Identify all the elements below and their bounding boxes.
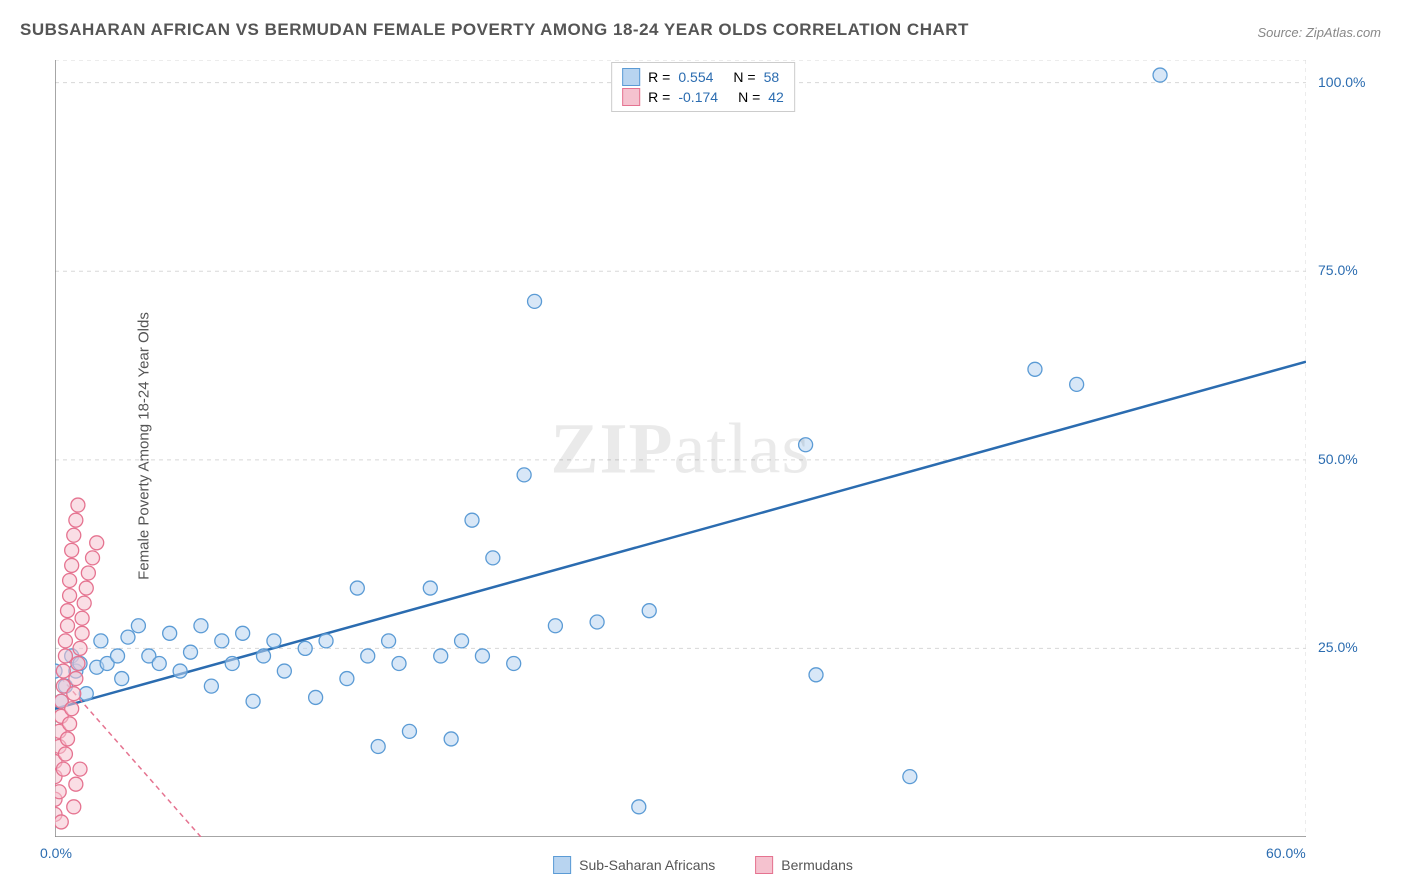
r-value-2: -0.174 [678, 89, 718, 105]
stats-row-series2: R = -0.174 N = 42 [622, 87, 784, 107]
legend-label-1: Sub-Saharan Africans [579, 857, 715, 873]
y-tick-25: 25.0% [1318, 639, 1358, 655]
legend-item-series2: Bermudans [755, 856, 853, 874]
stats-legend: R = 0.554 N = 58 R = -0.174 N = 42 [611, 62, 795, 112]
swatch-series2 [622, 88, 640, 106]
r-label-1: R = [648, 69, 670, 85]
chart-area: ZIPatlas [55, 60, 1306, 837]
legend-item-series1: Sub-Saharan Africans [553, 856, 715, 874]
n-label-1: N = [733, 69, 755, 85]
y-tick-75: 75.0% [1318, 262, 1358, 278]
y-tick-100: 100.0% [1318, 74, 1365, 90]
chart-title: SUBSAHARAN AFRICAN VS BERMUDAN FEMALE PO… [20, 20, 969, 40]
series-legend: Sub-Saharan Africans Bermudans [553, 856, 853, 874]
n-label-2: N = [738, 89, 760, 105]
stats-row-series1: R = 0.554 N = 58 [622, 67, 784, 87]
n-value-2: 42 [768, 89, 784, 105]
x-tick-0: 0.0% [40, 845, 72, 861]
source-label: Source: ZipAtlas.com [1257, 25, 1381, 40]
r-value-1: 0.554 [678, 69, 713, 85]
x-tick-60: 60.0% [1266, 845, 1306, 861]
scatter-plot [55, 60, 1306, 837]
swatch-series1 [622, 68, 640, 86]
y-tick-50: 50.0% [1318, 451, 1358, 467]
legend-label-2: Bermudans [781, 857, 853, 873]
legend-swatch-1 [553, 856, 571, 874]
n-value-1: 58 [764, 69, 780, 85]
r-label-2: R = [648, 89, 670, 105]
legend-swatch-2 [755, 856, 773, 874]
